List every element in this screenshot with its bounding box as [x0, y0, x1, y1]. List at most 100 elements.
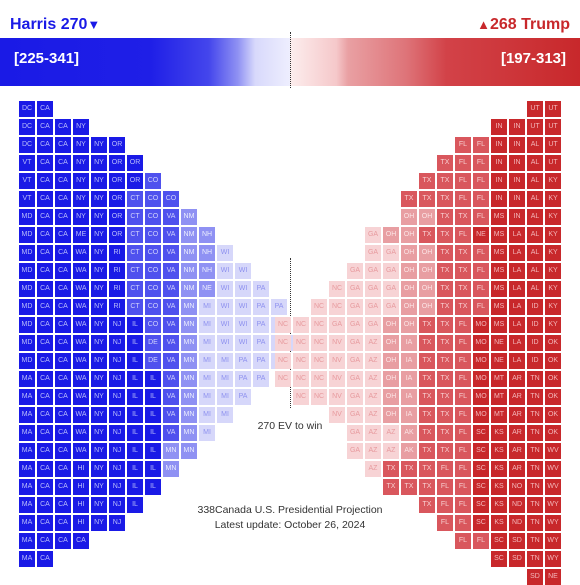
harris-arrow-icon: ▼ — [87, 17, 101, 32]
harris-ev-cell: CO — [145, 281, 161, 297]
trump-ev-cell: KY — [545, 299, 561, 315]
harris-ev-cell: CT — [127, 191, 143, 207]
trump-ev-cell: IN — [509, 155, 525, 171]
trump-ev-cell: FL — [455, 443, 471, 459]
harris-ev-cell: MA — [19, 551, 35, 567]
trump-ev-cell: IN — [491, 137, 507, 153]
harris-ev-cell: CA — [55, 245, 71, 261]
harris-ev-cell: IL — [127, 479, 143, 495]
harris-ev-cell: IL — [127, 443, 143, 459]
trump-ev-cell: NC — [311, 371, 327, 387]
harris-ev-cell: NY — [91, 479, 107, 495]
trump-ev-cell: NC — [275, 371, 291, 387]
trump-total: ▲268 Trump — [477, 16, 570, 34]
harris-ev-cell: WI — [235, 281, 251, 297]
harris-ev-cell: IL — [145, 479, 161, 495]
trump-ev-cell: TX — [437, 425, 453, 441]
trump-ev-cell: TX — [383, 461, 399, 477]
harris-ev-cell: CA — [55, 173, 71, 189]
trump-ev-cell: GA — [365, 299, 381, 315]
harris-ev-cell: NY — [73, 209, 89, 225]
trump-ev-cell: MS — [491, 299, 507, 315]
trump-ev-cell: ID — [527, 317, 543, 333]
trump-ev-cell: NV — [329, 353, 345, 369]
trump-ev-cell: ID — [527, 353, 543, 369]
harris-ev-cell: VA — [163, 353, 179, 369]
trump-ev-cell: OK — [545, 389, 561, 405]
trump-ev-cell: IN — [491, 173, 507, 189]
trump-ev-cell: OH — [383, 407, 399, 423]
harris-ev-cell: WA — [73, 245, 89, 261]
harris-ev-cell: NY — [73, 191, 89, 207]
trump-ev-cell: GA — [365, 263, 381, 279]
harris-ev-cell: MN — [181, 335, 197, 351]
harris-ev-cell: NM — [181, 245, 197, 261]
harris-ev-cell: IL — [127, 317, 143, 333]
harris-ev-cell: CA — [55, 353, 71, 369]
trump-ev-cell: FL — [473, 533, 489, 549]
harris-ev-cell: IL — [145, 443, 161, 459]
harris-ev-cell: VT — [19, 191, 35, 207]
trump-ev-cell: SC — [491, 551, 507, 567]
harris-ev-cell: VT — [19, 155, 35, 171]
harris-ev-cell: NY — [91, 209, 107, 225]
trump-ev-cell: OK — [545, 335, 561, 351]
trump-ev-cell: AL — [527, 137, 543, 153]
harris-ev-cell: WI — [235, 263, 251, 279]
harris-ev-cell: WI — [235, 299, 251, 315]
trump-range: [197-313] — [500, 50, 566, 67]
trump-ev-cell: SD — [509, 551, 525, 567]
harris-ev-cell: MI — [199, 407, 215, 423]
harris-ev-cell: MA — [19, 407, 35, 423]
trump-ev-cell: GA — [347, 353, 363, 369]
trump-ev-cell: OH — [401, 227, 417, 243]
trump-ev-cell: IA — [401, 335, 417, 351]
trump-ev-cell: OH — [383, 389, 399, 405]
trump-ev-cell: NC — [311, 335, 327, 351]
trump-ev-cell: KY — [545, 245, 561, 261]
trump-ev-cell: AZ — [365, 461, 381, 477]
trump-ev-cell: TN — [527, 389, 543, 405]
trump-ev-cell: ND — [509, 515, 525, 531]
harris-ev-cell: WA — [73, 263, 89, 279]
harris-ev-cell: CA — [55, 281, 71, 297]
trump-ev-cell: GA — [347, 443, 363, 459]
trump-ev-cell: KY — [545, 263, 561, 279]
trump-ev-cell: TX — [437, 335, 453, 351]
harris-ev-cell: PA — [253, 335, 269, 351]
harris-ev-cell: NH — [199, 263, 215, 279]
harris-ev-cell: NJ — [109, 407, 125, 423]
trump-ev-cell: IA — [401, 371, 417, 387]
trump-ev-cell: TX — [419, 317, 435, 333]
trump-ev-cell: OH — [383, 227, 399, 243]
harris-ev-cell: CA — [55, 533, 71, 549]
trump-ev-cell: TN — [527, 551, 543, 567]
harris-ev-cell: NY — [91, 263, 107, 279]
trump-ev-cell: AZ — [365, 389, 381, 405]
harris-ev-cell: MI — [199, 353, 215, 369]
trump-ev-cell: NO — [509, 479, 525, 495]
trump-ev-cell: LA — [509, 317, 525, 333]
harris-ev-cell: VA — [163, 335, 179, 351]
harris-ev-cell: CT — [127, 263, 143, 279]
trump-ev-cell: FL — [455, 335, 471, 351]
harris-ev-cell: MD — [19, 263, 35, 279]
harris-ev-cell: NH — [199, 227, 215, 243]
harris-ev-cell: WA — [73, 425, 89, 441]
trump-ev-cell: FL — [455, 461, 471, 477]
trump-ev-cell: TX — [437, 353, 453, 369]
trump-ev-cell: KS — [491, 461, 507, 477]
trump-ev-cell: MO — [473, 317, 489, 333]
harris-ev-cell: NJ — [109, 425, 125, 441]
harris-ev-cell: CO — [163, 191, 179, 207]
trump-ev-cell: IN — [509, 137, 525, 153]
harris-ev-cell: MD — [19, 227, 35, 243]
harris-ev-cell: CA — [37, 263, 53, 279]
trump-ev-cell: IA — [401, 353, 417, 369]
harris-ev-cell: CA — [37, 551, 53, 567]
harris-ev-cell: NY — [73, 119, 89, 135]
harris-ev-cell: MN — [163, 461, 179, 477]
trump-ev-cell: FL — [437, 461, 453, 477]
trump-ev-cell: GA — [383, 299, 399, 315]
trump-ev-cell: OH — [383, 335, 399, 351]
